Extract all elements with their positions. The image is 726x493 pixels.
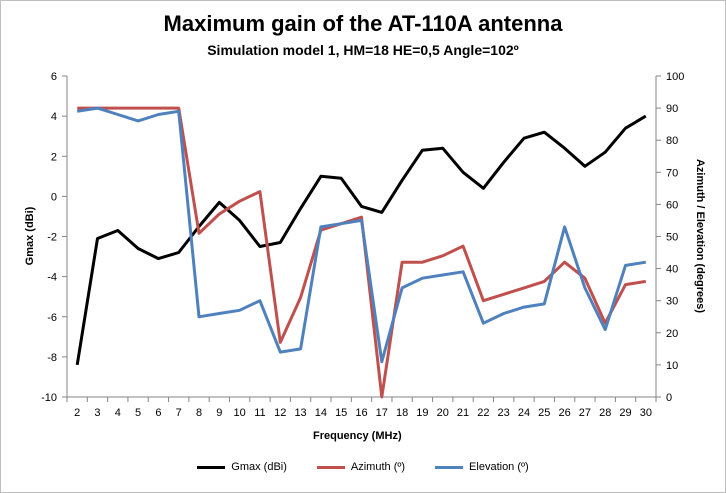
legend-label-gmax: Gmax (dBi): [231, 461, 287, 473]
x-tick-label: 7: [176, 407, 182, 419]
y2-tick-label: 50: [666, 232, 678, 244]
x-axis-title: Frequency (MHz): [313, 430, 402, 442]
legend-item-elevation: Elevation (º): [435, 461, 529, 473]
chart-title: Maximum gain of the AT-110A antenna: [163, 11, 563, 36]
x-tick-label: 29: [619, 407, 631, 419]
y2-axis-title: Azimuth / Elevation (degrees): [694, 158, 706, 314]
x-tick-label: 2: [74, 407, 80, 419]
legend-label-elevation: Elevation (º): [469, 461, 529, 473]
x-tick-label: 9: [216, 407, 222, 419]
legend-item-azimuth: Azimuth (º): [316, 461, 406, 473]
x-tick-label: 18: [396, 407, 408, 419]
x-tick-label: 26: [558, 407, 570, 419]
y-tick-label: -10: [41, 392, 57, 404]
x-tick-label: 8: [196, 407, 202, 419]
x-tick-label: 4: [115, 407, 121, 419]
x-tick-label: 17: [376, 407, 388, 419]
y2-tick-label: 100: [666, 71, 684, 83]
y-axis-title: Gmax (dBi): [24, 206, 36, 266]
x-tick-label: 16: [355, 407, 367, 419]
y2-tick-label: 10: [666, 360, 678, 372]
y2-tick-label: 40: [666, 264, 678, 276]
y2-tick-label: 60: [666, 199, 678, 211]
chart-subtitle: Simulation model 1, HM=18 HE=0,5 Angle=1…: [207, 42, 519, 58]
legend: Gmax (dBi) Azimuth (º) Elevation (º): [0, 461, 726, 473]
y-tick-label: -8: [47, 352, 57, 364]
x-tick-label: 3: [94, 407, 100, 419]
x-tick-label: 22: [477, 407, 489, 419]
x-tick-label: 19: [416, 407, 428, 419]
legend-item-gmax: Gmax (dBi): [197, 461, 287, 473]
y-tick-label: -6: [47, 312, 57, 324]
y2-tick-label: 80: [666, 135, 678, 147]
y-tick-label: 4: [51, 111, 57, 123]
x-tick-label: 24: [518, 407, 530, 419]
x-tick-label: 11: [254, 407, 265, 419]
x-tick-label: 23: [498, 407, 510, 419]
x-tick-label: 5: [135, 407, 141, 419]
y-tick-label: 0: [51, 191, 57, 203]
y-tick-label: -2: [47, 232, 57, 244]
legend-swatch-elevation: [435, 465, 464, 469]
x-tick-label: 28: [599, 407, 611, 419]
x-tick-label: 30: [640, 407, 652, 419]
x-tick-label: 6: [155, 407, 161, 419]
series-line-azimuth: [77, 106, 647, 399]
y2-tick-label: 20: [666, 328, 678, 340]
y2-tick-label: 30: [666, 296, 678, 308]
x-tick-label: 20: [437, 407, 449, 419]
series-line-elevation: [76, 106, 647, 364]
y2-tick-label: 90: [666, 103, 678, 115]
legend-swatch-azimuth: [316, 465, 345, 469]
x-tick-label: 27: [579, 407, 591, 419]
x-tick-label: 15: [335, 407, 347, 419]
legend-swatch-gmax: [197, 465, 226, 469]
y-tick-label: 2: [51, 151, 57, 163]
x-tick-label: 14: [315, 407, 327, 419]
legend-label-azimuth: Azimuth (º): [350, 461, 406, 473]
y-tick-label: 6: [51, 71, 57, 83]
x-tick-label: 13: [294, 407, 306, 419]
y2-tick-label: 70: [666, 167, 678, 179]
y-tick-label: -4: [47, 272, 57, 284]
series-line-gmax: [75, 114, 647, 366]
x-tick-label: 10: [234, 407, 246, 419]
x-tick-label: 12: [274, 407, 286, 419]
x-tick-label: 25: [538, 407, 550, 419]
x-tick-label: 21: [457, 407, 469, 419]
y2-tick-label: 0: [666, 392, 672, 404]
